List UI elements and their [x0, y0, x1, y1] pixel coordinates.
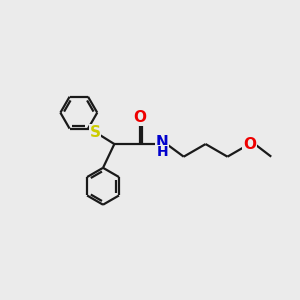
- Text: O: O: [243, 136, 256, 152]
- Text: S: S: [90, 124, 101, 140]
- Text: O: O: [133, 110, 146, 125]
- Text: H: H: [157, 146, 168, 159]
- Text: N: N: [155, 135, 168, 150]
